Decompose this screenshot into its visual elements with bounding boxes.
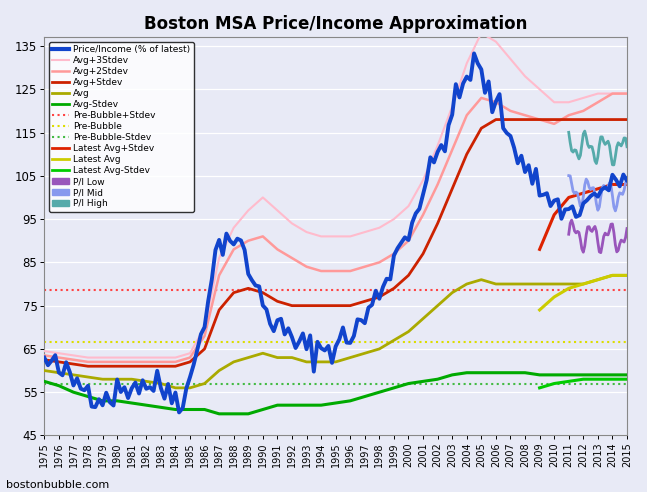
Legend: Price/Income (% of latest), Avg+3Stdev, Avg+2Stdev, Avg+Stdev, Avg, Avg-Stdev, P: Price/Income (% of latest), Avg+3Stdev, … — [49, 42, 194, 212]
Title: Boston MSA Price/Income Approximation: Boston MSA Price/Income Approximation — [144, 15, 527, 33]
Text: bostonbubble.com: bostonbubble.com — [6, 480, 110, 490]
